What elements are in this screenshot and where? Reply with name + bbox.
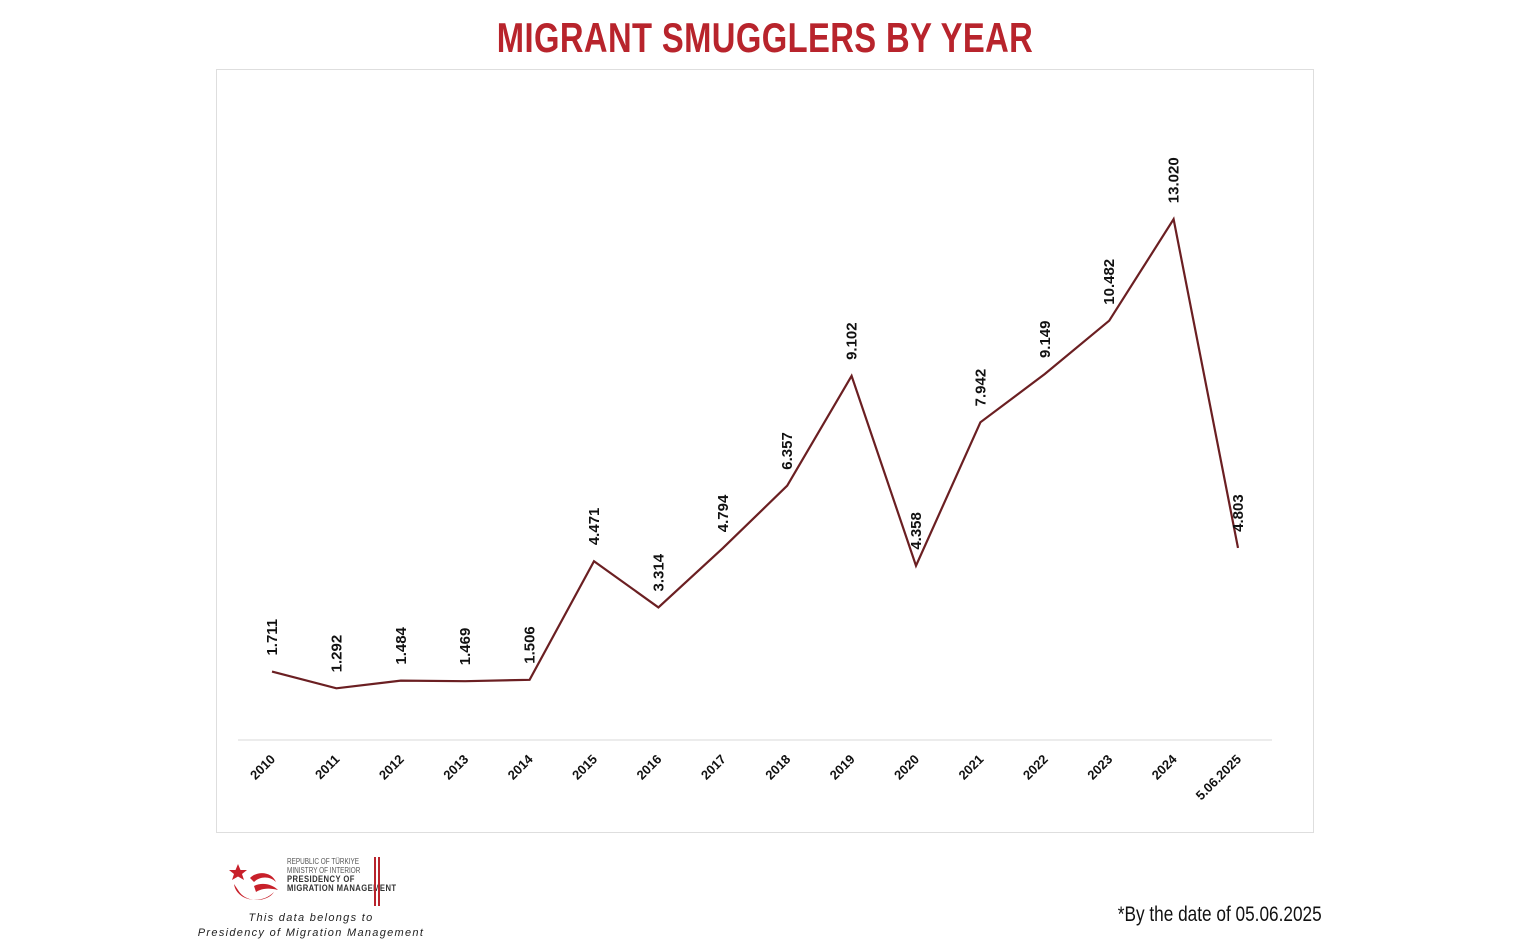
data-label: 3.314 bbox=[650, 553, 667, 591]
credit-line-1: This data belongs to bbox=[248, 912, 374, 924]
credit-line-2: Presidency of Migration Management bbox=[197, 927, 425, 939]
data-label: 1.484 bbox=[393, 626, 410, 664]
footnote: *By the date of 05.06.2025 bbox=[1118, 903, 1322, 926]
data-label: 10.482 bbox=[1101, 259, 1118, 305]
data-label: 4.358 bbox=[908, 512, 925, 550]
x-tick-label: 2011 bbox=[312, 752, 343, 783]
x-tick-label: 2010 bbox=[247, 752, 278, 783]
x-tick-label: 2014 bbox=[505, 751, 537, 783]
series-line bbox=[271, 216, 1240, 690]
data-label: 1.711 bbox=[264, 619, 281, 656]
data-label: 6.357 bbox=[779, 432, 796, 470]
data-label: 1.469 bbox=[457, 628, 474, 666]
data-label: 9.102 bbox=[844, 322, 861, 360]
x-tick-label: 2017 bbox=[698, 752, 729, 783]
logo-emblem-icon bbox=[229, 864, 278, 900]
logo-divider bbox=[374, 857, 380, 906]
data-label: 1.506 bbox=[522, 626, 539, 664]
x-tick-label: 2016 bbox=[633, 752, 664, 783]
x-tick-label: 2019 bbox=[827, 752, 858, 783]
x-tick-label: 2023 bbox=[1084, 752, 1115, 783]
logo-line-3: PRESIDENCY OF bbox=[287, 874, 355, 884]
data-label: 4.471 bbox=[586, 508, 603, 546]
x-tick-label: 2012 bbox=[376, 752, 407, 783]
chart-frame bbox=[216, 69, 1314, 833]
x-tick-label: 2021 bbox=[955, 752, 986, 783]
x-tick-label: 2015 bbox=[569, 752, 600, 783]
x-tick-label: 2020 bbox=[891, 752, 922, 783]
chart-title: MIGRANT SMUGGLERS BY YEAR bbox=[496, 14, 1034, 61]
data-label: 4.794 bbox=[715, 494, 732, 532]
data-label: 13.020 bbox=[1166, 157, 1183, 203]
logo-line-1: REPUBLIC OF TÜRKIYE bbox=[287, 857, 360, 866]
x-tick-label: 2018 bbox=[762, 752, 793, 783]
x-tick-label: 5.06.2025 bbox=[1193, 752, 1245, 804]
data-label: 9.149 bbox=[1037, 320, 1054, 358]
data-credit: This data belongs to Presidency of Migra… bbox=[196, 911, 426, 941]
data-label: 1.292 bbox=[328, 635, 345, 673]
data-label: 4.803 bbox=[1230, 494, 1247, 532]
logo-text: REPUBLIC OF TÜRKIYE MINISTRY OF INTERIOR… bbox=[287, 857, 416, 893]
x-tick-label: 2013 bbox=[440, 752, 471, 783]
x-tick-label: 2022 bbox=[1020, 752, 1051, 783]
logo-line-2: MINISTRY OF INTERIOR bbox=[287, 866, 361, 875]
logo-line-4: MIGRATION MANAGEMENT bbox=[287, 883, 397, 893]
x-tick-label: 2024 bbox=[1149, 751, 1181, 783]
data-label: 7.942 bbox=[972, 369, 989, 407]
